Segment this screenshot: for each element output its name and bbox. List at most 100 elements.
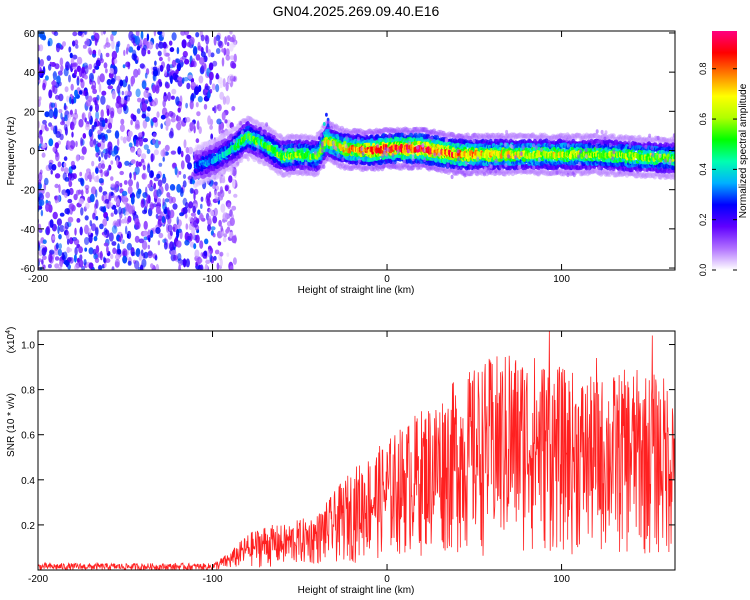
noise-blob xyxy=(182,180,187,188)
noise-blob xyxy=(42,82,46,91)
noise-blob xyxy=(110,110,115,119)
noise-blob xyxy=(135,139,140,148)
noise-blob xyxy=(137,97,142,103)
noise-blob xyxy=(85,99,91,107)
noise-blob xyxy=(59,57,64,66)
noise-blob xyxy=(170,249,177,256)
noise-blob xyxy=(154,97,158,106)
noise-blob xyxy=(156,173,161,179)
noise-blob xyxy=(84,237,90,245)
noise-blob xyxy=(182,258,187,268)
noise-blob xyxy=(39,129,43,135)
noise-blob xyxy=(93,236,98,242)
noise-blob xyxy=(132,114,137,122)
noise-blob xyxy=(177,146,182,155)
noise-blob xyxy=(154,60,157,66)
noise-blob xyxy=(88,111,92,121)
noise-blob xyxy=(93,138,97,146)
noise-blob xyxy=(88,228,92,235)
noise-blob xyxy=(140,158,145,163)
noise-blob xyxy=(168,196,173,204)
noise-blob xyxy=(131,53,138,61)
noise-blob xyxy=(33,58,37,63)
noise-blob xyxy=(125,61,131,68)
noise-blob xyxy=(30,172,34,178)
noise-blob xyxy=(53,85,58,95)
noise-blob xyxy=(175,69,179,75)
noise-blob xyxy=(31,129,34,136)
noise-blob xyxy=(98,83,102,93)
noise-blob xyxy=(137,148,142,155)
noise-blob xyxy=(190,212,196,217)
noise-blob xyxy=(78,67,83,78)
noise-blob xyxy=(219,91,225,100)
noise-blob xyxy=(81,113,85,120)
noise-blob xyxy=(152,66,158,72)
noise-blob xyxy=(84,224,89,235)
noise-blob xyxy=(79,171,83,177)
noise-blob xyxy=(195,102,199,108)
noise-blob xyxy=(127,204,133,214)
noise-blob xyxy=(103,242,109,247)
noise-blob xyxy=(231,205,237,211)
noise-blob xyxy=(116,85,121,94)
noise-blob xyxy=(146,33,150,42)
noise-blob xyxy=(33,99,36,105)
noise-blob xyxy=(126,242,133,251)
noise-blob xyxy=(179,57,184,63)
noise-blob xyxy=(163,92,167,97)
noise-blob xyxy=(135,88,141,98)
noise-blob xyxy=(48,109,54,119)
noise-blob xyxy=(200,65,205,74)
noise-blob xyxy=(176,183,182,193)
noise-blob xyxy=(117,138,120,147)
noise-blob xyxy=(29,211,34,217)
noise-blob xyxy=(217,191,221,197)
noise-blob xyxy=(111,241,117,246)
noise-blob xyxy=(84,65,89,75)
noise-blob xyxy=(106,108,110,117)
noise-blob xyxy=(155,85,160,94)
noise-blob xyxy=(75,154,80,162)
noise-blob xyxy=(176,216,179,225)
noise-blob xyxy=(73,96,77,104)
noise-blob xyxy=(69,52,73,59)
noise-blob xyxy=(54,183,59,189)
noise-blob xyxy=(113,184,118,193)
noise-blob xyxy=(187,74,193,80)
noise-blob xyxy=(75,140,78,148)
noise-blob xyxy=(55,43,61,53)
noise-blob xyxy=(228,175,233,183)
noise-blob xyxy=(82,133,87,139)
noise-blob xyxy=(90,186,97,195)
noise-blob xyxy=(84,247,88,252)
noise-blob xyxy=(125,210,130,216)
noise-blob xyxy=(156,188,162,198)
noise-blob xyxy=(80,155,85,161)
noise-blob xyxy=(119,170,124,176)
noise-blob xyxy=(149,229,154,238)
noise-blob xyxy=(31,45,33,52)
noise-blob xyxy=(130,147,135,153)
noise-blob xyxy=(48,138,54,147)
noise-blob xyxy=(98,156,101,162)
noise-blob xyxy=(91,85,96,90)
noise-blob xyxy=(113,208,118,215)
noise-blob xyxy=(158,56,163,62)
noise-blob xyxy=(212,233,216,238)
noise-blob xyxy=(155,263,160,270)
noise-blob xyxy=(57,248,63,257)
noise-blob xyxy=(89,78,92,85)
noise-blob xyxy=(60,166,65,172)
noise-blob xyxy=(142,164,146,171)
noise-blob xyxy=(67,216,74,223)
noise-blob xyxy=(134,35,140,46)
noise-blob xyxy=(175,58,180,63)
noise-blob xyxy=(126,43,131,51)
noise-blob xyxy=(186,41,192,48)
noise-blob xyxy=(121,190,128,197)
noise-blob xyxy=(107,141,113,151)
noise-blob xyxy=(158,140,161,145)
noise-blob xyxy=(92,248,97,255)
noise-blob xyxy=(229,265,234,270)
